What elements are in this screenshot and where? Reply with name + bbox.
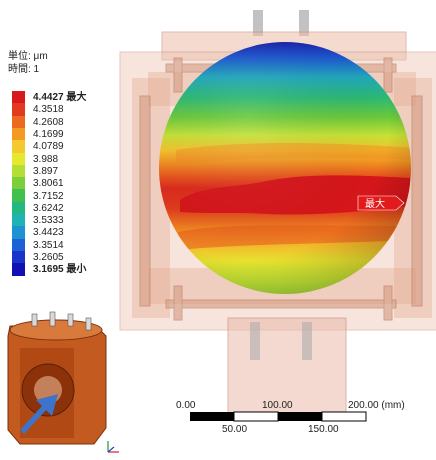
direction-arrow-icon <box>20 394 58 434</box>
top-bolt-left <box>253 10 263 36</box>
legend-swatch <box>12 214 25 227</box>
bottom-bolt-left <box>250 322 260 360</box>
legend-swatch <box>12 115 25 129</box>
legend-swatch <box>12 103 25 117</box>
legend-row: 3.6242 <box>12 201 132 216</box>
time-label: 時間: 1 <box>8 64 40 75</box>
legend-swatch <box>12 250 25 264</box>
legend-swatch <box>12 201 25 215</box>
legend-row: 3.7152 <box>12 189 132 203</box>
legend-value: 3.5333 <box>33 215 64 227</box>
legend-row: 4.4427 最大 <box>12 91 132 105</box>
legend-swatch <box>12 164 25 178</box>
legend-row: 3.3514 <box>12 238 132 253</box>
legend-value: 3.2605 <box>33 252 64 264</box>
legend-value: 4.1699 <box>33 129 64 141</box>
legend-value: 3.897 <box>33 165 59 177</box>
scale-tick-50: 50.00 <box>222 424 248 435</box>
legend-row: 3.2605 <box>12 250 132 265</box>
legend-value: 3.988 <box>33 153 59 165</box>
legend-row: 3.988 <box>12 152 132 167</box>
scale-tick-200: 200.00 (mm) <box>348 400 405 411</box>
legend-swatch <box>12 238 25 252</box>
scale-tick-100: 100.00 <box>262 400 293 411</box>
legend-value: 3.7152 <box>33 190 64 202</box>
legend-swatch <box>12 140 25 153</box>
legend-row: 4.2608 <box>12 115 132 130</box>
model-thumbnail[interactable] <box>2 308 114 450</box>
legend-swatch <box>12 189 25 203</box>
bottom-neck <box>227 317 347 417</box>
legend-value: 4.2608 <box>33 116 64 128</box>
unit-label: 単位: μm <box>8 51 48 62</box>
legend-swatch <box>12 263 25 276</box>
top-bolt-right <box>299 10 309 36</box>
legend-value: 4.4427 最大 <box>33 92 87 104</box>
legend-row: 3.897 <box>12 164 132 179</box>
legend-value: 4.3518 <box>33 104 64 116</box>
coordinate-triad-icon <box>107 441 119 453</box>
max-marker-label: 最大 <box>365 197 385 210</box>
legend-row: 4.3518 <box>12 103 132 117</box>
legend-swatch <box>12 177 25 190</box>
scale-tick-0: 0.00 <box>176 400 196 411</box>
legend-value: 4.0789 <box>33 141 64 153</box>
legend-row: 3.8061 <box>12 177 132 191</box>
sphere-result[interactable] <box>159 42 414 294</box>
legend-row: 3.4423 <box>12 226 132 240</box>
legend-value: 3.6242 <box>33 202 64 214</box>
legend-swatch <box>12 127 25 141</box>
bottom-bolt-right <box>302 322 312 360</box>
legend-value: 3.4423 <box>33 227 64 239</box>
legend-row: 4.1699 <box>12 127 132 142</box>
legend-value: 3.3514 <box>33 239 64 251</box>
legend-row: 4.0789 <box>12 140 132 154</box>
legend-swatch <box>12 91 25 104</box>
legend-swatch <box>12 152 25 166</box>
scale-tick-150: 150.00 <box>308 424 339 435</box>
legend-value: 3.8061 <box>33 178 64 190</box>
legend-value: 3.1695 最小 <box>33 264 87 276</box>
max-marker[interactable]: 最大 <box>357 195 405 211</box>
legend-swatch <box>12 226 25 240</box>
legend-row: 3.5333 <box>12 214 132 228</box>
scale-bar <box>190 411 367 422</box>
result-header: 単位: μm 時間: 1 <box>8 50 48 76</box>
legend-row: 3.1695 最小 <box>12 263 132 277</box>
